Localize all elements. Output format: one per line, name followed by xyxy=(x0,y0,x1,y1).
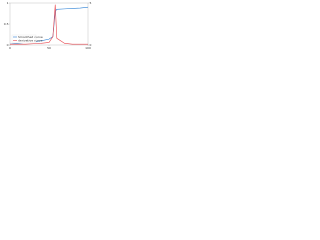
y-tick-label: 0.5 xyxy=(4,22,9,26)
y-tick-label: 0 xyxy=(7,43,9,47)
y-tick-label: 1 xyxy=(7,1,9,5)
y2-tick-label: 0 xyxy=(90,43,92,47)
y2-tick-label: 5 xyxy=(90,1,92,5)
series-line xyxy=(10,4,88,45)
legend-label: Smoothed curve xyxy=(18,35,43,39)
x-tick-label: 50 xyxy=(47,46,51,50)
x-tick-label: 0 xyxy=(9,46,11,50)
legend-label: derivative curve xyxy=(18,39,43,43)
page: {"chart_data":{"type":"line", "x":[0,10,… xyxy=(0,0,100,53)
x-tick-label: 100 xyxy=(85,46,91,50)
legend-box xyxy=(11,34,37,44)
